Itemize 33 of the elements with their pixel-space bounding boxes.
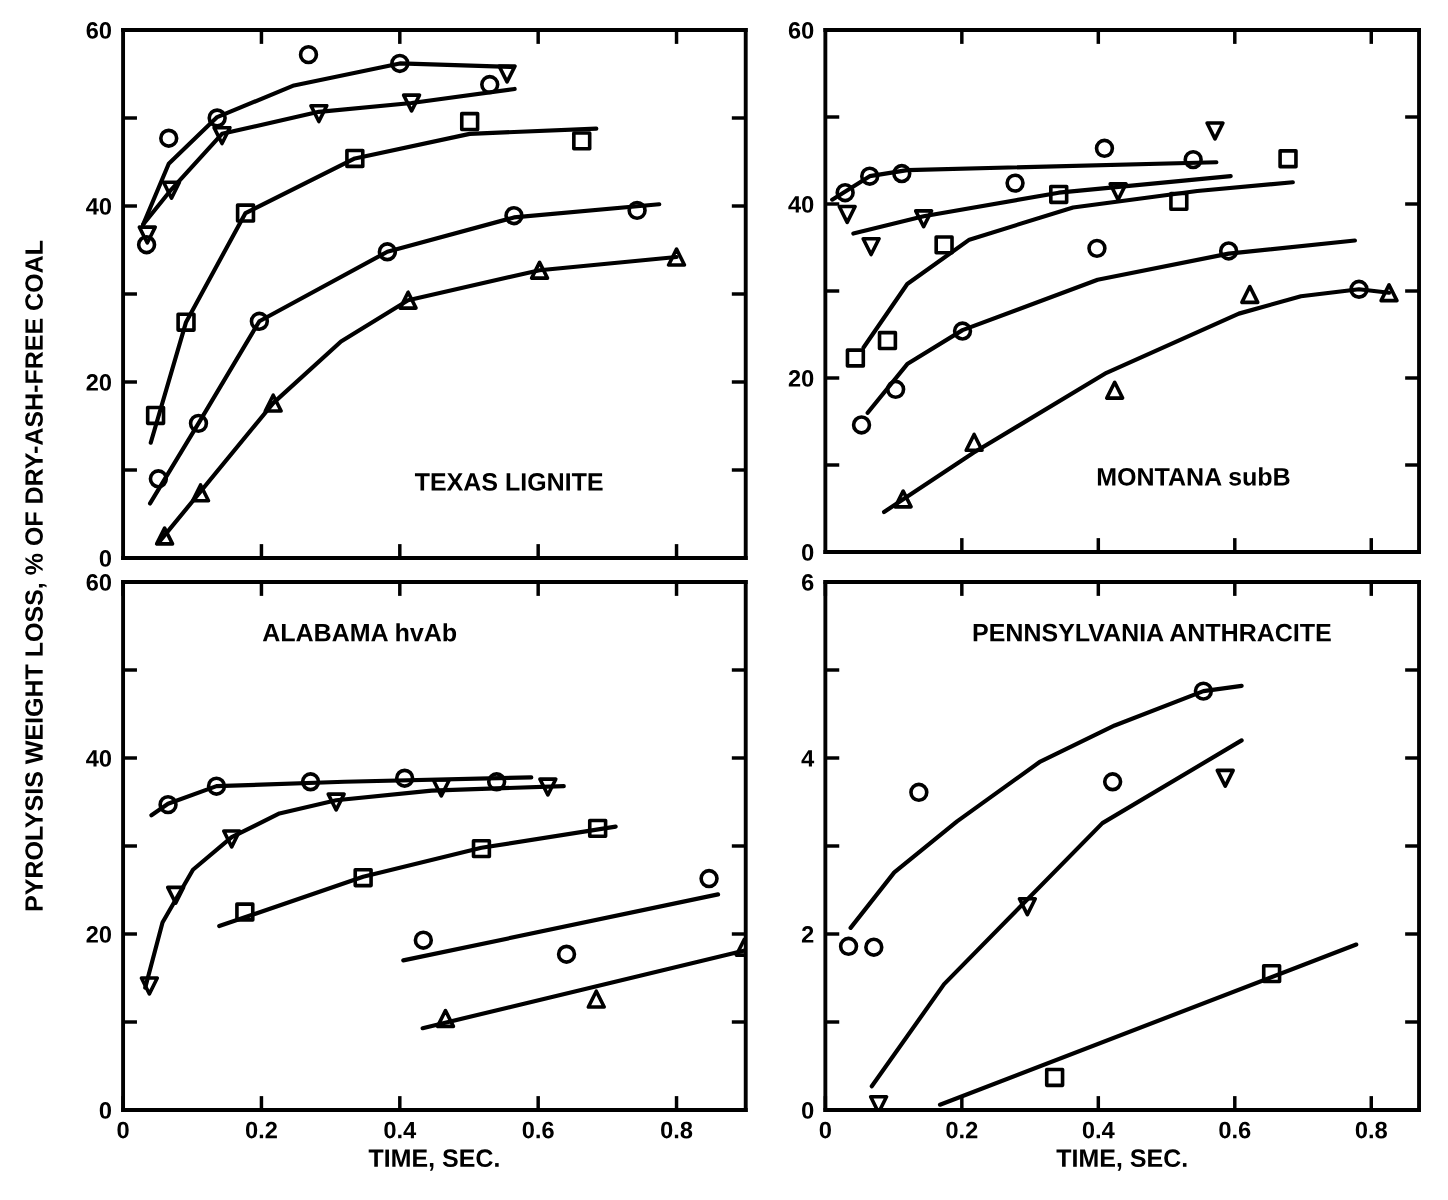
x-tick-label: 0.2 bbox=[946, 1121, 978, 1139]
text: PENNSYLVANIA ANTHRACITE bbox=[973, 623, 1331, 642]
x-tick-label: 0.6 bbox=[1219, 1121, 1251, 1139]
text: ALABAMA hvAb bbox=[262, 623, 457, 642]
x-axis-title: TIME, SEC. bbox=[368, 1149, 499, 1171]
y-tick-label: 20 bbox=[788, 370, 814, 387]
y-tick-label: 0 bbox=[99, 550, 111, 567]
y-tick-label: 40 bbox=[788, 196, 814, 213]
y-axis-title: PYROLYSIS WEIGHT LOSS, % OF DRY-ASH-FREE COAL bbox=[25, 240, 47, 911]
x-tick-label: 0.2 bbox=[245, 1121, 277, 1139]
y-tick-label: 20 bbox=[86, 374, 111, 391]
y-tick-label: 60 bbox=[86, 22, 111, 39]
y-tick-label: 60 bbox=[788, 22, 814, 39]
y-tick-label: 60 bbox=[86, 574, 111, 591]
x-tick-label: 0.8 bbox=[661, 1121, 693, 1139]
x-tick-label: 0 bbox=[117, 1121, 129, 1139]
text: MONTANA subB bbox=[1097, 467, 1290, 486]
x-tick-label: 0 bbox=[819, 1121, 831, 1139]
y-tick-label: 2 bbox=[801, 926, 814, 943]
y-tick-label: 40 bbox=[86, 750, 111, 767]
x-tick-label: 0.4 bbox=[384, 1121, 417, 1139]
y-tick-label: 6 bbox=[801, 574, 814, 591]
y-tick-label: 4 bbox=[801, 750, 815, 767]
x-tick-label: 0.4 bbox=[1082, 1121, 1115, 1139]
y-tick-label: 40 bbox=[86, 198, 111, 215]
text: TEXAS LIGNITE bbox=[414, 473, 603, 491]
y-tick-label: 20 bbox=[86, 926, 111, 943]
y-tick-label: 0 bbox=[802, 544, 814, 561]
x-tick-label: 0.8 bbox=[1355, 1121, 1387, 1139]
x-axis-title: TIME, SEC. bbox=[1056, 1149, 1187, 1171]
y-tick-label: 0 bbox=[99, 1102, 111, 1119]
y-tick-label: 0 bbox=[802, 1102, 814, 1119]
x-tick-label: 0.6 bbox=[522, 1121, 554, 1139]
